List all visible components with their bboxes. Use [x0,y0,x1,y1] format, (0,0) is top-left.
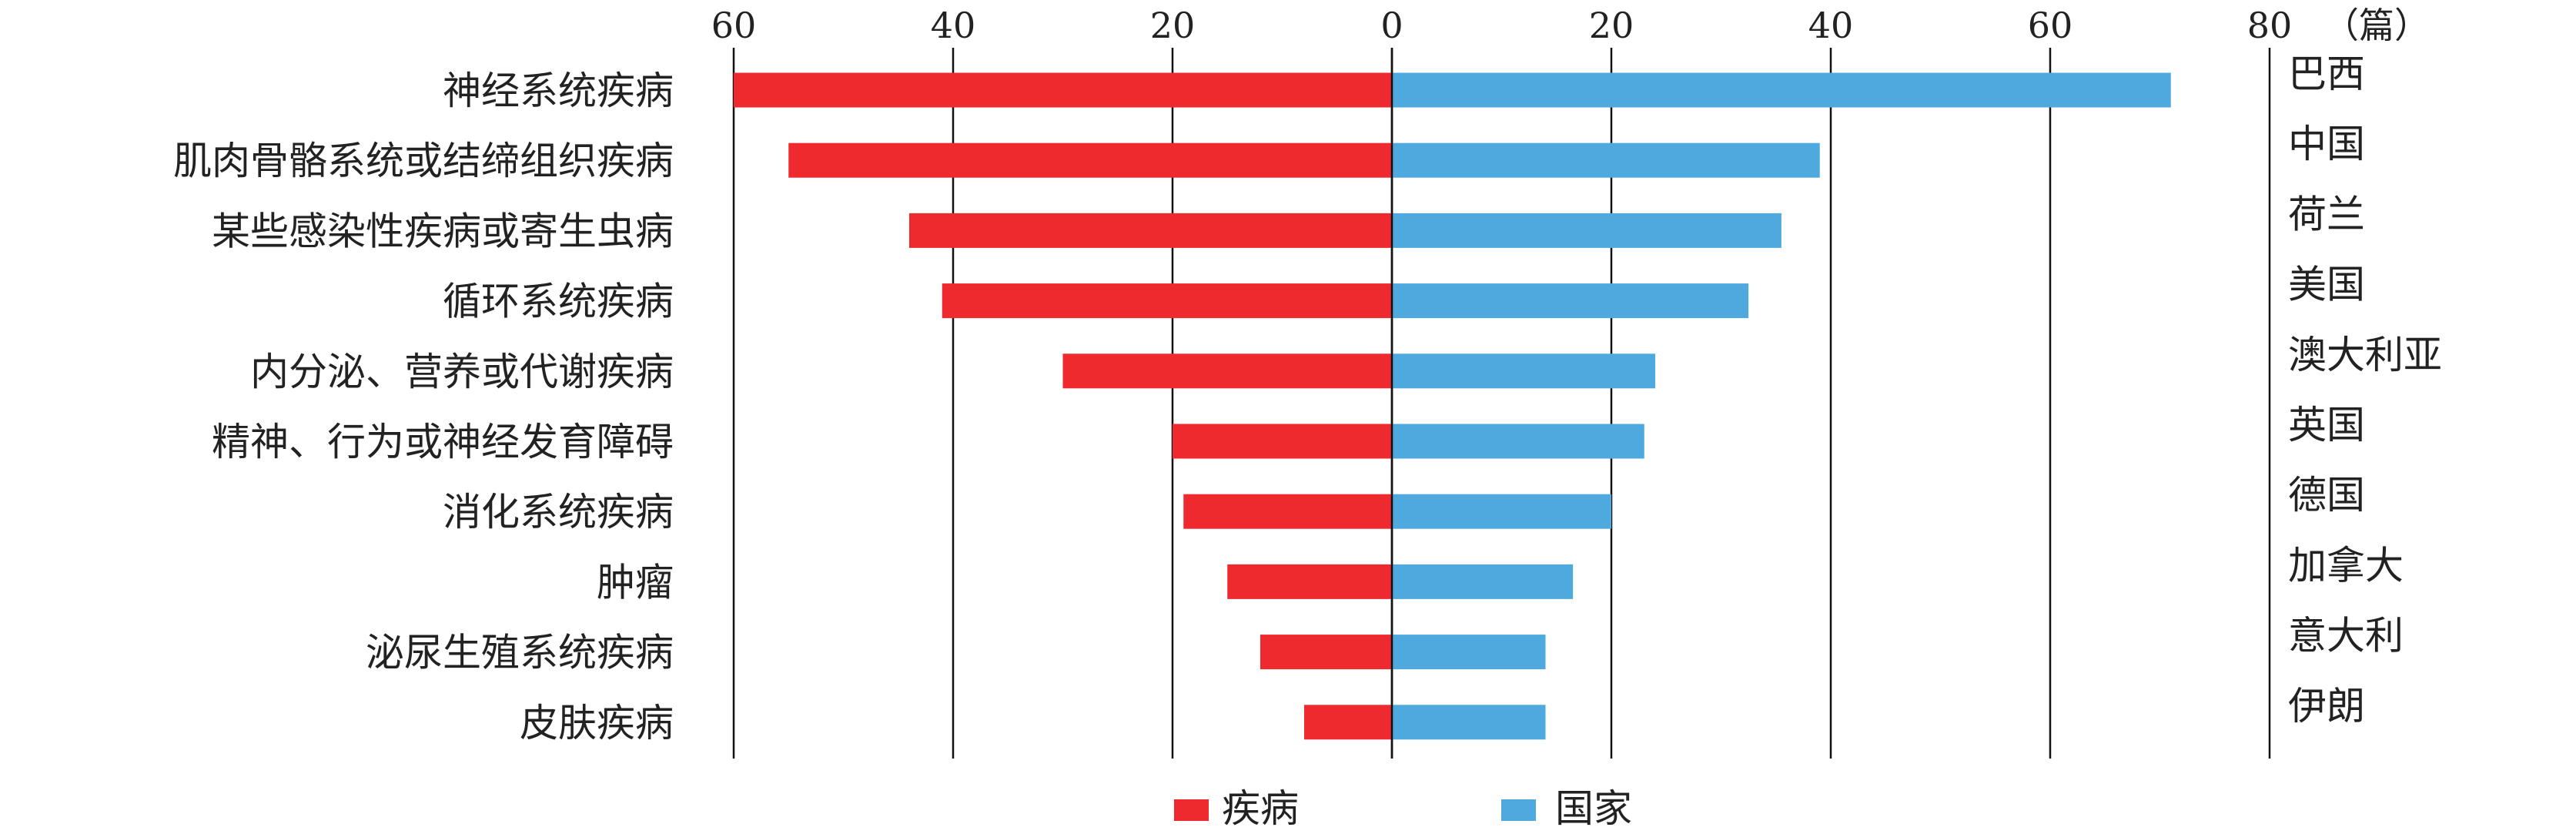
axis-tick-labels: 60 40 20 0 20 40 60 80 [711,5,2293,46]
disease-bar [942,283,1392,319]
x-tick-label: 20 [1589,5,1634,46]
legend-label: 疾病 [1222,786,1299,831]
disease-bar [1260,635,1392,670]
country-label: 英国 [2288,403,2365,447]
x-tick-label: 20 [1150,5,1196,46]
bars [734,48,2171,759]
country-label: 中国 [2288,122,2365,166]
country-label: 美国 [2288,263,2365,307]
x-tick-label: 40 [1808,5,1854,46]
country-bar [1392,142,1820,178]
x-tick-label: 60 [2028,5,2073,46]
disease-label: 消化系统疾病 [443,490,674,534]
axis-unit-label: （篇） [2323,5,2430,46]
disease-label: 肌肉骨骼系统或结缔组织疾病 [173,139,674,183]
disease-bar [909,213,1392,248]
disease-label: 循环系统疾病 [443,280,674,324]
legend: 疾病 国家 [1174,786,1632,831]
country-bar [1392,72,2171,108]
legend-label: 国家 [1555,786,1632,831]
legend-swatch [1174,799,1209,821]
disease-label: 某些感染性疾病或寄生虫病 [212,209,674,253]
country-bar [1392,494,1611,529]
disease-label: 内分泌、营养或代谢疾病 [250,350,674,394]
country-label: 加拿大 [2288,543,2404,588]
disease-label: 泌尿生殖系统疾病 [366,631,674,675]
disease-bar [1173,424,1392,459]
country-label: 德国 [2288,473,2365,517]
disease-labels: 神经系统疾病肌肉骨骼系统或结缔组织疾病某些感染性疾病或寄生虫病循环系统疾病内分泌… [173,69,674,745]
country-label: 伊朗 [2288,684,2365,728]
disease-label: 皮肤疾病 [520,701,674,745]
country-bar [1392,353,1655,389]
country-label: 意大利 [2288,614,2404,658]
x-tick-label: 80 [2247,5,2293,46]
disease-bar [1227,564,1392,599]
country-bar [1392,424,1644,459]
country-bar [1392,213,1781,248]
disease-bar [788,142,1392,178]
disease-bar [1183,494,1392,529]
x-tick-label: 0 [1380,5,1403,46]
country-bar [1392,705,1546,740]
disease-label: 精神、行为或神经发育障碍 [212,420,674,464]
country-bar [1392,635,1546,670]
disease-label: 神经系统疾病 [443,69,674,113]
disease-label: 肿瘤 [597,560,674,605]
legend-swatch [1501,799,1536,821]
disease-bar [734,72,1392,108]
disease-bar [1304,705,1392,740]
country-bar [1392,283,1749,319]
disease-bar [1062,353,1392,389]
country-bar [1392,564,1574,599]
x-tick-label: 40 [931,5,976,46]
country-label: 巴西 [2288,52,2365,96]
country-label: 澳大利亚 [2288,333,2442,377]
country-label: 荷兰 [2288,192,2365,236]
x-tick-label: 60 [711,5,757,46]
